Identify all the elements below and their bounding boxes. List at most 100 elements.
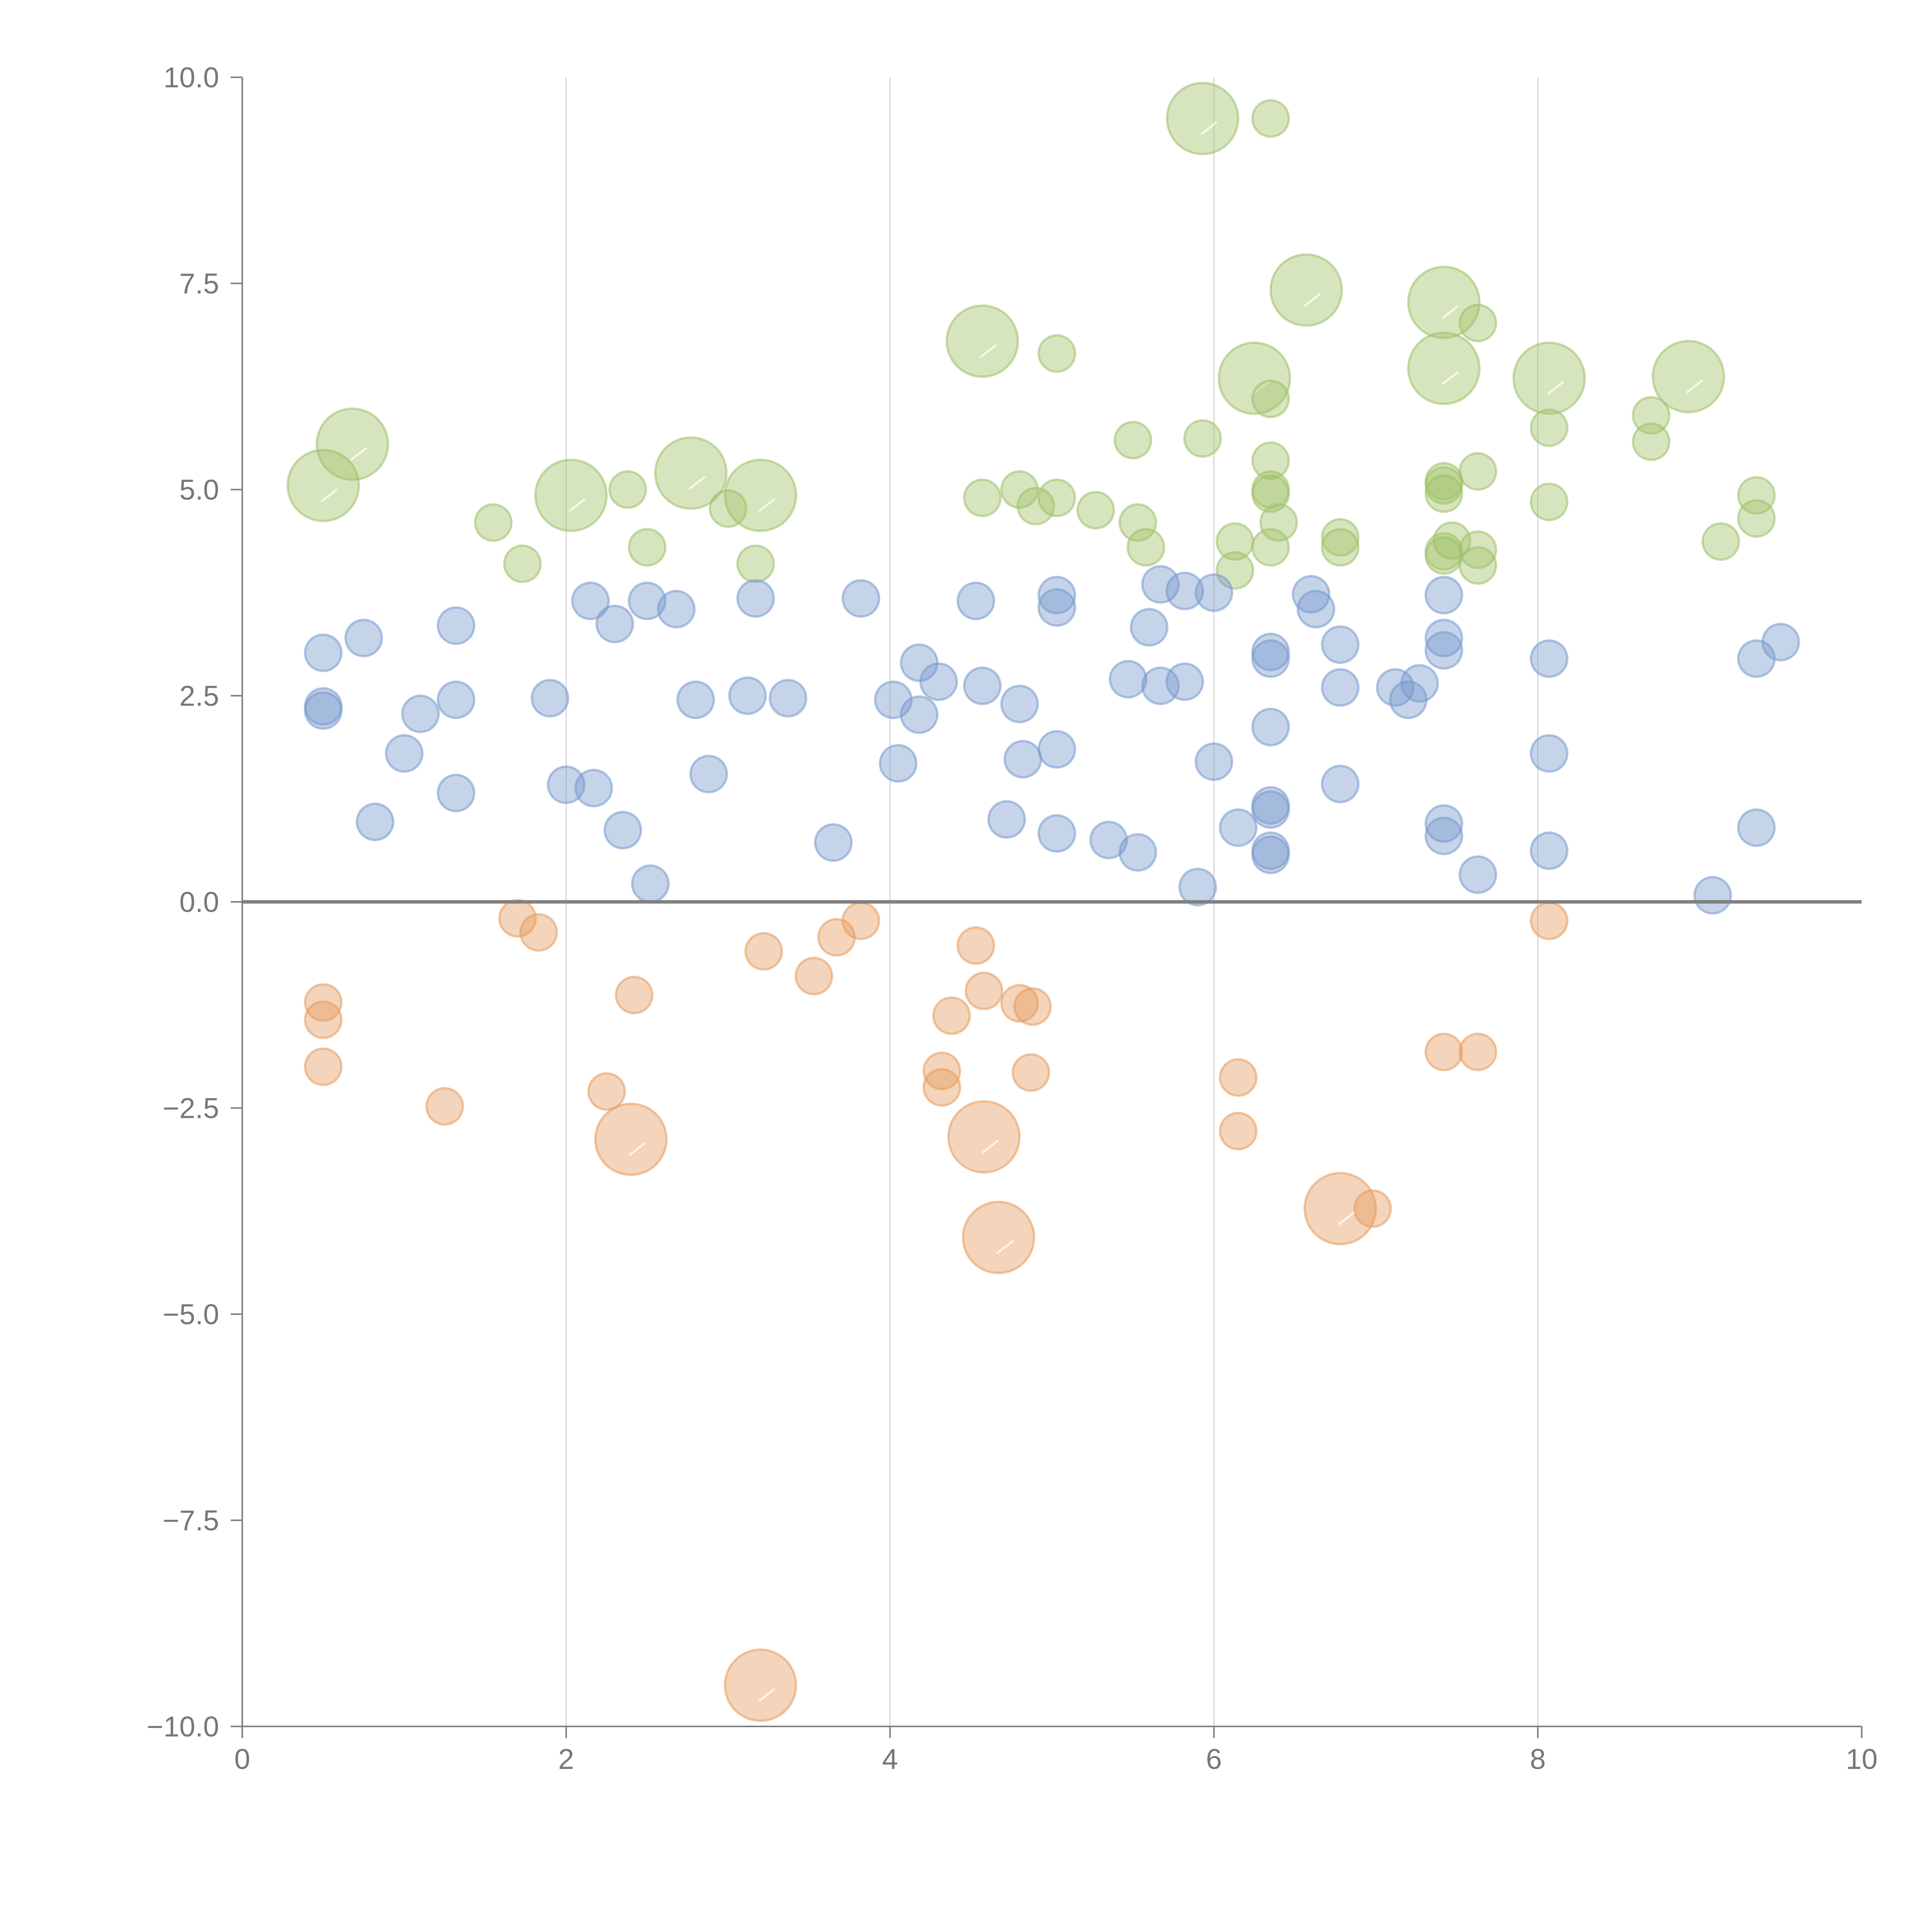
x-tick-label: 4 [882, 1743, 898, 1775]
data-point [1126, 528, 1165, 567]
data-point [1178, 867, 1217, 906]
data-point [956, 926, 995, 965]
data-point [344, 619, 383, 658]
data-point [1089, 820, 1128, 859]
data-point [814, 823, 853, 862]
data-point [963, 666, 1002, 705]
data-point [1432, 521, 1471, 560]
data-point [534, 458, 608, 532]
data-point [1016, 486, 1055, 526]
data-point [1407, 332, 1481, 405]
data-point [603, 811, 642, 850]
data-point [1530, 483, 1569, 522]
data-point [1530, 831, 1569, 870]
data-point [1530, 639, 1569, 678]
y-tick-label: −2.5 [163, 1092, 219, 1124]
data-point [922, 1051, 961, 1090]
data-point [1321, 764, 1360, 803]
data-point [474, 503, 513, 542]
data-point [547, 765, 586, 804]
data-point [1251, 639, 1290, 678]
data-point [503, 544, 542, 583]
data-point [286, 449, 360, 522]
data-point [615, 976, 654, 1015]
data-point [1259, 503, 1298, 542]
bubble-highlight [981, 1139, 999, 1154]
series-middle [304, 565, 1800, 915]
data-point [1693, 876, 1732, 915]
data-point [1458, 546, 1497, 585]
data-point [1251, 835, 1290, 874]
data-point [1632, 396, 1671, 435]
data-point [1424, 474, 1463, 513]
data-point [437, 774, 476, 813]
x-tick-label: 0 [234, 1743, 250, 1775]
data-point [736, 579, 775, 618]
bubble-highlight [1338, 1211, 1355, 1226]
y-tick-label: −7.5 [163, 1505, 219, 1537]
x-tick-label: 8 [1530, 1743, 1546, 1775]
bubble-highlight [980, 344, 997, 358]
data-point [1183, 419, 1222, 458]
series-lower [304, 899, 1569, 1722]
data-point [1037, 478, 1077, 517]
y-tick-label: 10.0 [163, 61, 219, 94]
data-point [841, 901, 880, 940]
data-point [1219, 1058, 1258, 1097]
data-point [1292, 575, 1331, 614]
bubble-highlight [628, 1142, 646, 1156]
data-point [1251, 790, 1290, 829]
data-point [1219, 1112, 1258, 1151]
bubble-highlight [1547, 381, 1564, 395]
data-point [1458, 452, 1497, 491]
data-point [1701, 522, 1740, 561]
data-point [574, 769, 613, 808]
data-point [724, 1648, 798, 1722]
data-point [628, 528, 667, 567]
data-point [401, 694, 440, 733]
data-point [724, 458, 798, 532]
data-point [919, 662, 958, 701]
data-point [987, 800, 1026, 839]
data-point [1165, 571, 1204, 611]
data-point [425, 1087, 464, 1126]
data-point [1737, 499, 1776, 538]
data-point [1251, 528, 1290, 567]
data-point [304, 1000, 343, 1039]
bubble-series [286, 82, 1800, 1722]
data-point [1218, 341, 1291, 415]
data-point [1000, 984, 1039, 1023]
data-point [1219, 808, 1258, 847]
data-point [1141, 666, 1180, 705]
data-point [1424, 816, 1463, 855]
data-point [1037, 730, 1077, 769]
data-point [587, 1072, 626, 1111]
data-point [728, 676, 767, 715]
bubble-highlight [350, 447, 367, 461]
data-point [794, 957, 833, 996]
x-tick-label: 6 [1206, 1743, 1222, 1775]
data-point [1118, 833, 1157, 872]
x-tick-label: 10 [1846, 1743, 1878, 1775]
data-point [1321, 518, 1360, 557]
data-point [1251, 441, 1290, 480]
bubble-highlight [758, 498, 776, 512]
data-point [1458, 303, 1497, 342]
bubble-highlight [1441, 371, 1459, 385]
data-point [1424, 576, 1463, 615]
data-point [657, 590, 696, 629]
y-tick-label: 0.0 [179, 886, 219, 918]
bubble-highlight [688, 476, 706, 490]
data-point [1251, 379, 1290, 418]
data-point [1251, 707, 1290, 747]
data-point [1424, 619, 1463, 658]
data-point [1737, 808, 1776, 847]
data-point [1003, 740, 1043, 779]
data-point [437, 606, 476, 645]
data-point [304, 691, 343, 730]
data-point [1458, 1032, 1497, 1071]
data-point [608, 470, 647, 509]
bubble-highlight [1441, 305, 1459, 319]
